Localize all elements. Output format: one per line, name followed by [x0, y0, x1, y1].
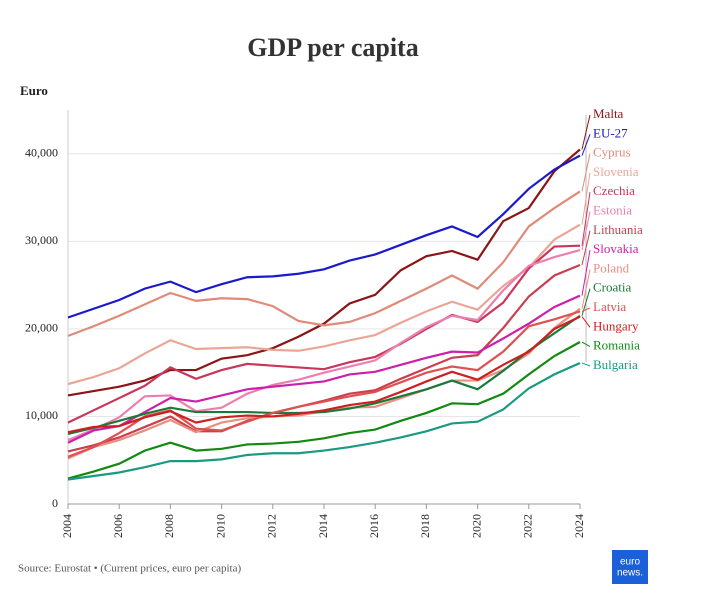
y-tick-label: 30,000	[25, 233, 58, 247]
logo-text: euro	[620, 557, 640, 568]
series-line	[67, 294, 581, 444]
legend-label: Poland	[593, 260, 630, 275]
legend-label: Latvia	[593, 299, 626, 314]
x-tick-label: 2024	[572, 514, 586, 538]
legend-leader	[581, 153, 591, 192]
legend-leader	[581, 316, 591, 328]
x-tick-label: 2004	[60, 514, 74, 538]
legend-leader	[581, 362, 591, 367]
series-line	[67, 307, 581, 460]
logo-text: news.	[617, 568, 643, 579]
legend-leader	[581, 341, 591, 348]
legend-leader	[581, 269, 591, 309]
series-line	[67, 263, 581, 453]
x-tick-label: 2018	[418, 514, 432, 538]
series-line	[67, 223, 581, 386]
y-tick-label: 20,000	[25, 321, 58, 335]
legend-leader	[581, 134, 591, 156]
x-tick-label: 2012	[265, 514, 279, 538]
legend-label: Malta	[593, 106, 624, 121]
legend-label: EU-27	[593, 125, 628, 140]
y-tick-label: 10,000	[25, 408, 58, 422]
x-tick-label: 2016	[367, 514, 381, 538]
legend-label: Cyprus	[593, 145, 631, 160]
legend-label: Slovakia	[593, 241, 639, 256]
legend-label: Lithuania	[593, 222, 643, 237]
legend-label: Hungary	[593, 318, 639, 333]
legend-label: Bulgaria	[593, 357, 638, 372]
legend-leader	[581, 114, 591, 150]
legend-label: Romania	[593, 338, 640, 353]
series-line	[67, 244, 581, 424]
legend-leader	[581, 211, 591, 251]
legend-label: Croatia	[593, 280, 631, 295]
legend-leader	[581, 250, 591, 296]
x-tick-label: 2020	[469, 514, 483, 538]
series-line	[67, 249, 581, 442]
source: Source: Eurostat • (Current prices, euro…	[18, 563, 241, 575]
series-line	[67, 341, 581, 480]
series-line	[67, 310, 581, 458]
x-tick-label: 2022	[521, 514, 535, 538]
series-line	[67, 315, 581, 434]
legend-label: Czechia	[593, 183, 635, 198]
x-tick-label: 2006	[111, 514, 125, 538]
chart-title: GDP per capita	[247, 33, 418, 62]
legend-leader	[581, 172, 591, 225]
x-tick-label: 2008	[162, 514, 176, 538]
legend-leader	[581, 230, 591, 266]
series-line	[67, 154, 581, 319]
series-line	[67, 362, 581, 481]
legend-leader	[581, 192, 591, 246]
legend-label: Estonia	[593, 202, 632, 217]
x-tick-label: 2014	[316, 514, 330, 538]
y-axis-label: Euro	[20, 83, 48, 98]
x-tick-label: 2010	[213, 514, 227, 538]
legend-leader	[581, 307, 591, 312]
legend-label: Slovenia	[593, 164, 639, 179]
series-line	[67, 148, 581, 397]
y-tick-label: 40,000	[25, 146, 58, 160]
series-line	[67, 190, 581, 337]
series-line	[67, 314, 581, 436]
y-tick-label: 0	[52, 496, 58, 510]
logo-box	[612, 550, 648, 584]
